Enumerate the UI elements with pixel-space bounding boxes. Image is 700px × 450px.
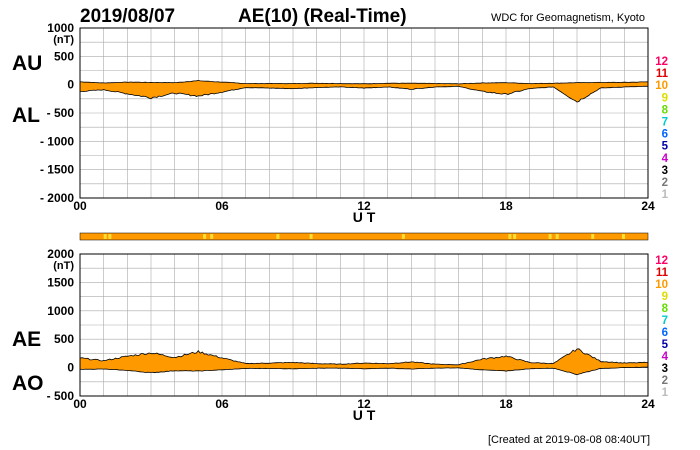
y-unit-label: (nT) [53, 34, 74, 46]
ao-label: AO [12, 372, 44, 395]
strip-mark [401, 234, 405, 239]
legend-level-10: 10 [655, 279, 668, 291]
ae-label: AE [12, 328, 41, 351]
strip-mark [508, 234, 512, 239]
legend-level-3: 3 [662, 165, 668, 177]
y-tick-label: 1000 [47, 304, 74, 318]
y-tick-label: 0 [67, 361, 74, 375]
x-axis-label: U T [353, 407, 376, 423]
al-label: AL [12, 104, 40, 127]
legend-level-1: 1 [662, 387, 669, 399]
legend-level-2: 2 [662, 177, 668, 189]
x-tick-label: 24 [641, 397, 655, 411]
y-tick-label: - 1500 [40, 163, 74, 177]
strip-mark [108, 234, 112, 239]
strip-mark [555, 234, 559, 239]
legend-level-3: 3 [662, 363, 668, 375]
au-label: AU [12, 52, 42, 75]
plot-frame [79, 253, 649, 397]
x-axis-ticks: 00 06 12 18 24 [73, 397, 655, 411]
strip-mark [276, 234, 280, 239]
date-label: 2019/08/07 [80, 6, 175, 27]
strip-mark [591, 234, 595, 239]
y-tick-label: 500 [54, 332, 74, 346]
source-label: WDC for Geomagnetism, Kyoto [491, 12, 645, 24]
legend-level-12: 12 [655, 56, 668, 68]
data-area [79, 79, 649, 103]
legend-level-6: 6 [662, 129, 668, 141]
x-tick-label: 00 [73, 199, 87, 213]
strip-mark [622, 234, 625, 239]
grid [80, 254, 648, 396]
legend-level-11: 11 [656, 267, 669, 279]
plot-frame [79, 27, 649, 199]
chart-title: AE(10) (Real-Time) [238, 6, 407, 27]
y-tick-label: 1000 [47, 21, 74, 35]
y-axis-ticks: 1000 500 0 - 500 - 1000 - 1500 - 2000 [40, 21, 74, 205]
x-tick-label: 00 [73, 397, 87, 411]
legend-level-8: 8 [662, 303, 669, 315]
legend-level-4: 4 [662, 153, 669, 165]
legend-level-9: 9 [662, 92, 668, 104]
legend-level-5: 5 [662, 141, 669, 153]
legend-level-5: 5 [662, 339, 669, 351]
x-axis-ticks: 00 06 12 18 24 [73, 199, 655, 213]
strip-mark [103, 234, 107, 239]
strip-mark [203, 234, 207, 239]
x-tick-label: 18 [499, 199, 513, 213]
legend-level-7: 7 [662, 315, 668, 327]
legend-level-8: 8 [662, 104, 669, 116]
x-tick-label: 12 [357, 397, 371, 411]
strip-mark [309, 234, 313, 239]
y-tick-label: 2000 [47, 247, 74, 261]
data-area [79, 348, 649, 376]
series-line-ae [79, 348, 648, 366]
strip-mark [210, 234, 214, 239]
series-band [80, 348, 648, 375]
legend-level-1: 1 [662, 189, 669, 201]
legend-level-10: 10 [655, 80, 668, 92]
strip-mark [548, 234, 552, 239]
x-tick-label: 24 [641, 199, 655, 213]
grid [80, 28, 648, 198]
legend-level-7: 7 [662, 117, 668, 129]
y-tick-label: - 500 [47, 389, 75, 403]
y-tick-label: - 1000 [40, 134, 74, 148]
series-band [80, 80, 648, 103]
legend-level-2: 2 [662, 375, 668, 387]
x-axis-label: U T [353, 209, 376, 225]
x-tick-label: 06 [215, 397, 229, 411]
series-line-au [79, 79, 649, 85]
legend-level-9: 9 [662, 291, 668, 303]
series-line-al [80, 85, 649, 103]
series-line-ao [79, 366, 649, 376]
y-axis-ticks: 2000 1500 1000 500 0 - 500 [47, 247, 75, 403]
y-unit-label: (nT) [53, 260, 74, 272]
activity-strip [79, 232, 649, 241]
legend-level-11: 11 [656, 68, 669, 80]
legend-level-6: 6 [662, 327, 668, 339]
created-timestamp: [Created at 2019-08-08 08:40UT] [488, 434, 650, 446]
x-tick-label: 12 [357, 199, 371, 213]
x-tick-label: 18 [499, 397, 513, 411]
y-tick-label: - 500 [47, 106, 75, 120]
legend-level-4: 4 [662, 351, 669, 363]
y-tick-label: 500 [54, 49, 74, 63]
y-tick-label: - 2000 [40, 191, 74, 205]
strip-mark [513, 234, 517, 239]
x-tick-label: 06 [215, 199, 229, 213]
legend-level-12: 12 [655, 255, 668, 267]
y-tick-label: 0 [67, 78, 74, 92]
y-tick-label: 1500 [47, 275, 74, 289]
